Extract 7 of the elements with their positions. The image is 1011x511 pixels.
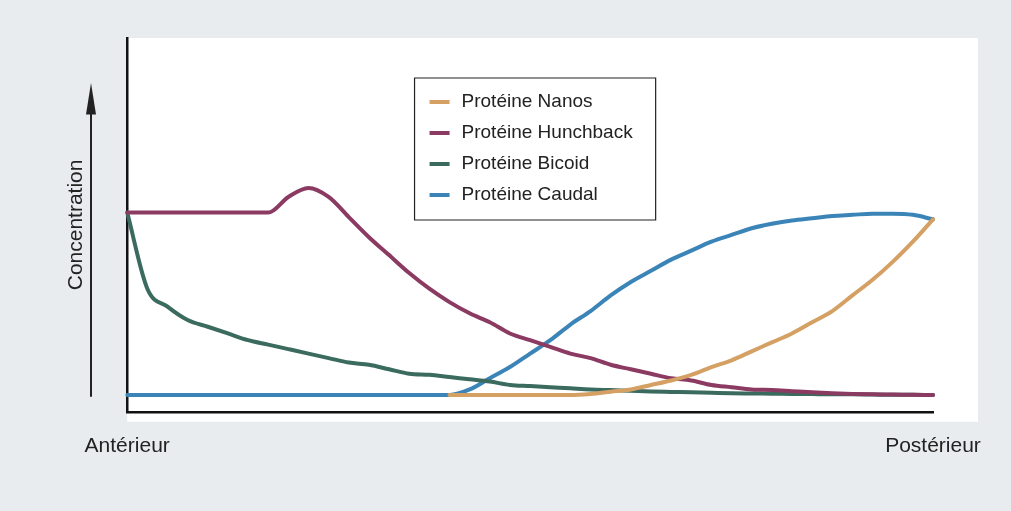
legend-label: Protéine Nanos	[461, 90, 593, 112]
x-tick-label: Postérieur	[885, 433, 981, 457]
legend-label: Protéine Hunchback	[461, 121, 634, 143]
x-tick-label: Antérieur	[84, 433, 170, 457]
legend-label: Protéine Caudal	[461, 183, 598, 205]
y-axis-title: Concentration	[63, 159, 87, 291]
legend-label: Protéine Bicoid	[461, 152, 590, 174]
